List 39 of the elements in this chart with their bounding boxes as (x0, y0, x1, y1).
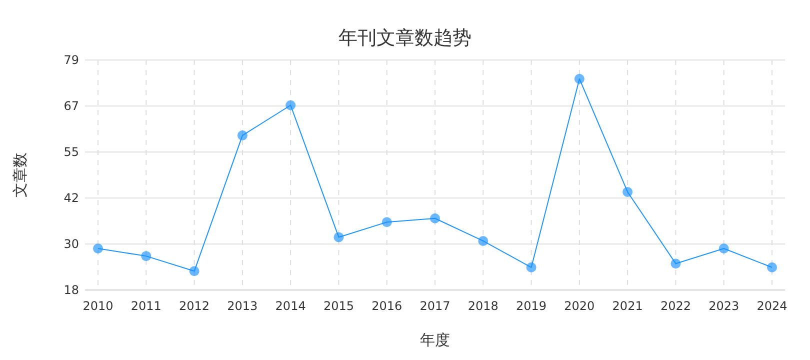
y-tick-label: 42 (64, 191, 79, 205)
point (767, 262, 777, 272)
point (93, 244, 103, 254)
point (334, 232, 344, 242)
point (478, 236, 488, 246)
x-tick-label: 2018 (468, 299, 498, 313)
y-tick-label: 30 (64, 237, 79, 251)
x-tick-label: 2012 (179, 299, 210, 313)
point (718, 244, 729, 254)
x-tick-label: 2022 (660, 299, 691, 313)
x-tick-label: 2023 (708, 299, 740, 313)
point (574, 74, 584, 84)
point (670, 258, 681, 269)
point (286, 100, 296, 110)
y-tick-label: 67 (64, 99, 79, 113)
point (526, 262, 536, 272)
x-tick-label: 2024 (756, 299, 788, 313)
x-tick-label: 2021 (612, 299, 643, 313)
x-tick-label: 2015 (323, 299, 354, 313)
point (430, 213, 440, 224)
x-tick-label: 2016 (372, 299, 402, 313)
x-tick-label: 2010 (82, 299, 114, 313)
point (622, 186, 633, 197)
point (237, 130, 248, 140)
y-tick-label: 55 (64, 145, 79, 159)
x-tick-label: 2014 (275, 299, 306, 313)
point (189, 266, 200, 276)
x-tick-label: 2011 (130, 299, 162, 313)
y-axis-title: 文章数 (11, 152, 29, 198)
x-tick-label: 2019 (516, 299, 547, 313)
x-tick-label: 2017 (420, 299, 450, 313)
chart-title: 年刊文章数趋势 (338, 27, 472, 49)
x-tick-label: 2013 (227, 299, 258, 313)
point (141, 251, 152, 262)
x-tick-label: 2020 (564, 299, 595, 313)
y-tick-label: 79 (64, 53, 79, 67)
x-axis-title: 年度 (420, 331, 450, 349)
point (382, 217, 392, 228)
y-tick-label: 18 (64, 283, 79, 297)
